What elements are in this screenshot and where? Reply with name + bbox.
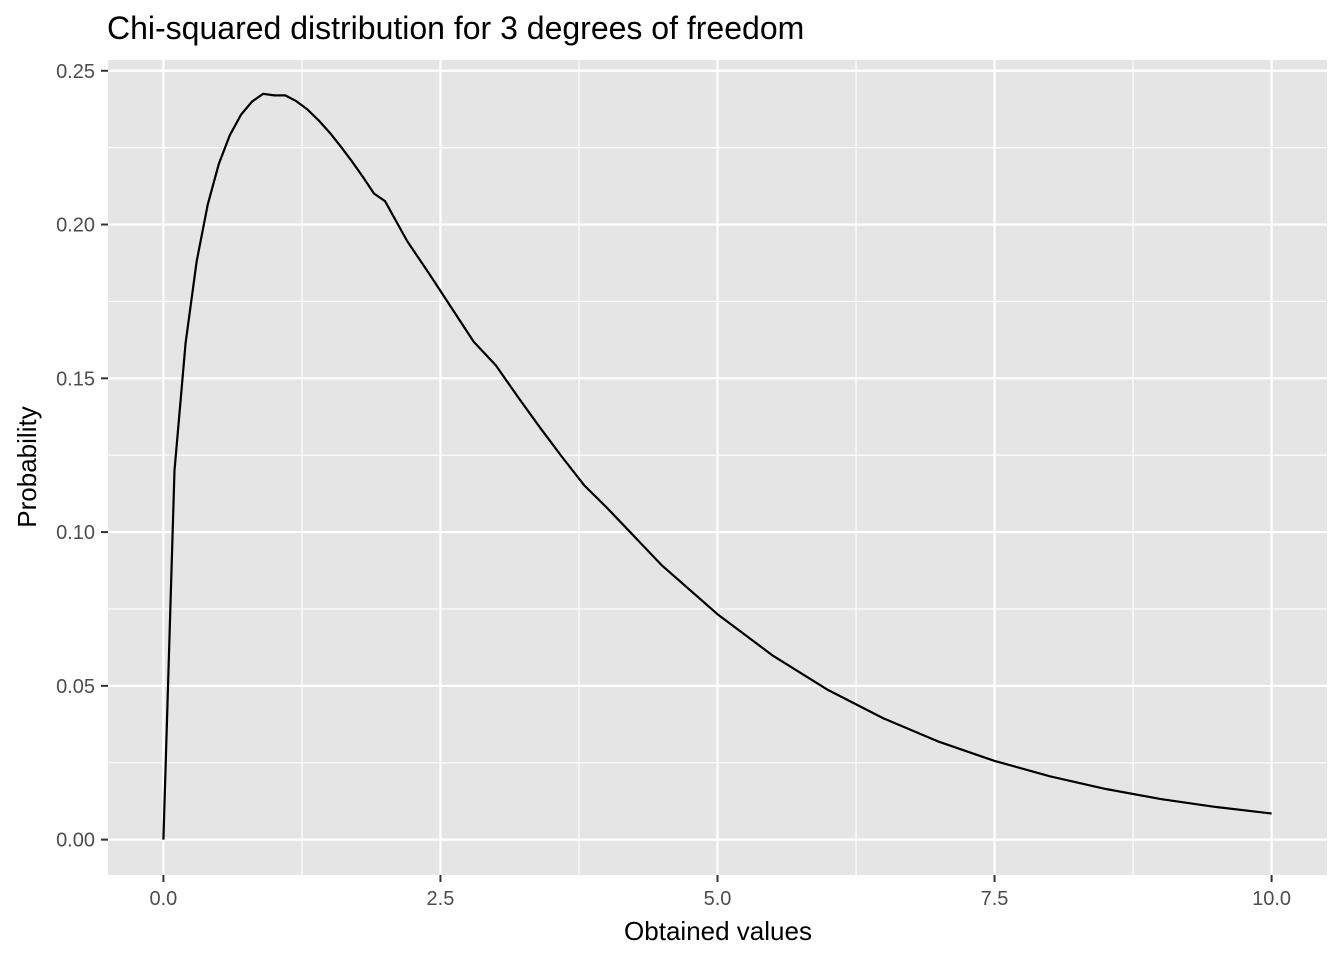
y-tick-label: 0.25 bbox=[56, 61, 95, 83]
x-tick-label: 7.5 bbox=[981, 888, 1009, 910]
y-tick-label: 0.20 bbox=[56, 215, 95, 237]
x-tick-label: 2.5 bbox=[427, 888, 455, 910]
y-axis-title: Probability bbox=[12, 406, 42, 527]
density-curve bbox=[162, 92, 1272, 840]
y-tick-label: 0.05 bbox=[56, 676, 95, 698]
x-tick-label: 5.0 bbox=[704, 888, 732, 910]
x-axis-title: Obtained values bbox=[624, 916, 812, 946]
grid bbox=[108, 60, 1327, 875]
x-axis: 0.0 2.5 5.0 7.5 10.0 bbox=[150, 875, 1291, 910]
x-tick-label: 0.0 bbox=[150, 888, 178, 910]
y-tick-label: 0.00 bbox=[56, 830, 95, 852]
chart-title: Chi-squared distribution for 3 degrees o… bbox=[107, 10, 804, 46]
y-axis: 0.00 0.05 0.10 0.15 0.20 0.25 bbox=[56, 61, 108, 852]
y-tick-label: 0.15 bbox=[56, 368, 95, 390]
y-tick-label: 0.10 bbox=[56, 522, 95, 544]
x-tick-label: 10.0 bbox=[1252, 888, 1291, 910]
